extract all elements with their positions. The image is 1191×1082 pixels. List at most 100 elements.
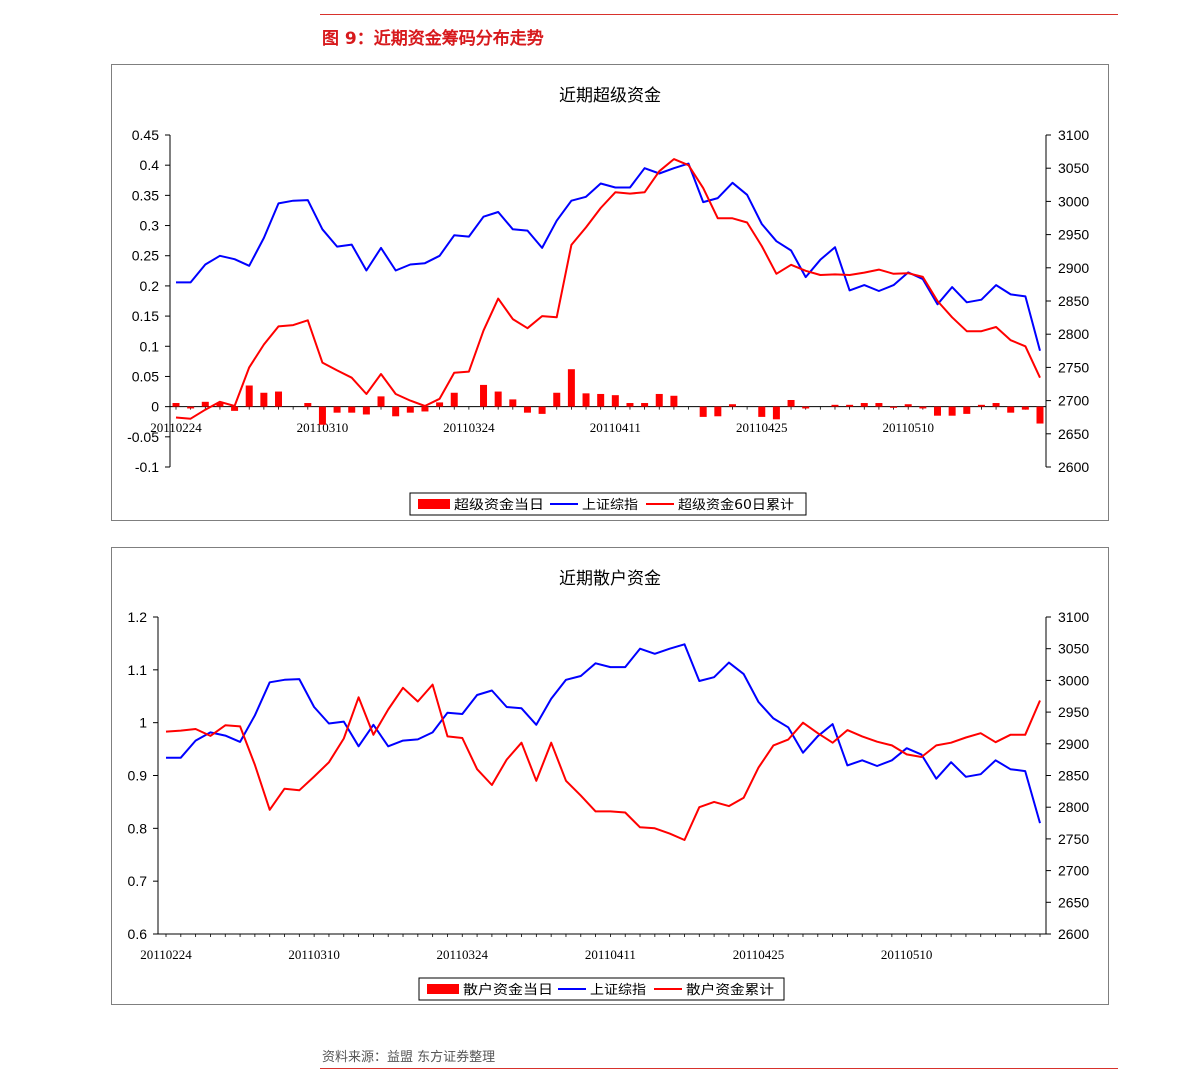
- daily-flow-bar: [450, 392, 458, 407]
- right-tick-label: 2700: [1058, 863, 1089, 879]
- daily-flow-bar: [377, 396, 385, 407]
- right-tick-label: 2600: [1058, 926, 1089, 942]
- daily-flow-bar: [919, 406, 927, 409]
- date-tick-label: 20110324: [437, 947, 489, 962]
- daily-flow-bar: [275, 391, 283, 407]
- legend-label: 散户资金当日: [463, 982, 553, 998]
- legend-box: [418, 977, 785, 1001]
- daily-flow-bar: [699, 406, 707, 417]
- daily-flow-bar: [523, 406, 531, 413]
- legend-label: 散户资金累计: [686, 982, 774, 998]
- daily-flow-bar: [538, 406, 546, 414]
- index-line: [166, 643, 1041, 824]
- daily-flow-bar: [480, 384, 488, 407]
- left-tick-label: 0.9: [128, 768, 148, 784]
- legend-box: [409, 492, 807, 516]
- daily-flow-bar: [509, 399, 517, 407]
- right-tick-label: 3050: [1058, 160, 1089, 176]
- daily-flow-bar: [641, 403, 649, 407]
- daily-flow-bar: [245, 385, 253, 407]
- right-tick-label: 2650: [1058, 426, 1089, 442]
- daily-flow-bar: [875, 403, 883, 407]
- daily-flow-bar: [802, 406, 810, 409]
- date-tick-label: 20110425: [736, 420, 788, 435]
- chart-panel-super-funds: 近期超级资金 -0.1 -0.05 0 0.05 0.1 0.15 0.2 0.25 0.3 0.3…: [111, 64, 1109, 521]
- left-tick-label: 0.1: [140, 338, 160, 354]
- right-tick-label: 2800: [1058, 799, 1089, 815]
- date-tick-label: 20110510: [881, 947, 933, 962]
- daily-flow-bar: [890, 406, 898, 408]
- right-tick-label: 3000: [1058, 193, 1089, 209]
- right-tick-label: 2900: [1058, 260, 1089, 276]
- date-tick-label: 20110425: [733, 947, 785, 962]
- right-tick-label: 3100: [1058, 609, 1089, 625]
- daily-flow-bar: [655, 393, 663, 407]
- left-tick-label: 1.1: [128, 662, 148, 678]
- daily-flow-bar: [772, 406, 780, 420]
- daily-flow-bar: [977, 404, 985, 407]
- daily-flow-bar: [421, 406, 429, 412]
- daily-flow-bar: [304, 403, 312, 407]
- right-tick-label: 3050: [1058, 641, 1089, 657]
- figure-title: 图 9：近期资金筹码分布走势: [322, 29, 544, 49]
- chart-title: 近期散户资金: [559, 569, 661, 589]
- chart-panel-retail-funds: 近期散户资金 0.6 0.7 0.8 0.9 1 1.1 1.2 2600 2650 2700 275…: [111, 547, 1109, 1005]
- daily-flow-bar: [626, 403, 634, 407]
- daily-flow-bar: [1007, 406, 1015, 413]
- date-tick-label: 20110310: [297, 420, 349, 435]
- daily-flow-bar: [860, 403, 868, 407]
- right-tick-label: 3000: [1058, 672, 1089, 688]
- date-tick-label: 20110224: [140, 947, 192, 962]
- daily-flow-bar: [933, 406, 941, 416]
- left-tick-label: 0.4: [140, 157, 160, 173]
- top-red-rule: [320, 14, 1118, 15]
- chart-retail-funds: 近期散户资金 0.6 0.7 0.8 0.9 1 1.1 1.2 2600 2650 2700 275…: [128, 569, 1089, 1001]
- bottom-red-rule: [320, 1068, 1118, 1069]
- legend-label: 超级资金60日累计: [678, 497, 794, 513]
- daily-flow-bar: [348, 406, 356, 413]
- left-tick-label: 0.3: [140, 218, 160, 234]
- left-tick-label: 0.8: [128, 820, 148, 836]
- daily-flow-bar: [1021, 406, 1029, 410]
- daily-flow-bar: [201, 401, 209, 407]
- right-tick-label: 2900: [1058, 736, 1089, 752]
- daily-flow-bar: [948, 406, 956, 416]
- right-tick-label: 2700: [1058, 393, 1089, 409]
- daily-flow-bar: [1036, 406, 1044, 424]
- daily-flow-bar: [362, 406, 370, 415]
- daily-flow-bar: [597, 393, 605, 407]
- daily-flow-bar: [963, 406, 971, 414]
- daily-flow-bar: [714, 406, 722, 417]
- right-tick-label: 2750: [1058, 359, 1089, 375]
- right-tick-label: 3100: [1058, 127, 1089, 143]
- chart-title: 近期超级资金: [559, 86, 661, 106]
- daily-flow-bar: [611, 395, 619, 407]
- left-tick-label: 0.7: [128, 873, 148, 889]
- daily-flow-bar: [333, 406, 341, 413]
- daily-flow-bar: [392, 406, 400, 417]
- source-note: 资料来源：益盟 东方证券整理: [322, 1050, 496, 1065]
- left-tick-label: 0.35: [132, 187, 159, 203]
- left-tick-label: 0.25: [132, 248, 159, 264]
- right-tick-label: 2600: [1058, 459, 1089, 475]
- legend-label: 超级资金当日: [454, 497, 544, 513]
- right-tick-label: 2800: [1058, 326, 1089, 342]
- cumulative-flow-line: [175, 158, 1041, 420]
- daily-flow-bar: [553, 392, 561, 407]
- date-tick-label: 20110324: [443, 420, 495, 435]
- daily-flow-bar: [567, 369, 575, 407]
- date-tick-label: 20110411: [585, 947, 636, 962]
- daily-flow-bar: [260, 392, 268, 407]
- daily-flow-bar: [172, 403, 180, 407]
- daily-flow-bar: [670, 395, 678, 407]
- left-tick-label: 0.6: [128, 926, 148, 942]
- right-tick-label: 2950: [1058, 227, 1089, 243]
- daily-flow-bar: [758, 406, 766, 417]
- daily-flow-bar: [406, 406, 414, 413]
- right-tick-label: 2850: [1058, 768, 1089, 784]
- date-tick-label: 20110224: [150, 420, 202, 435]
- daily-flow-bar: [846, 404, 854, 407]
- daily-flow-bar: [187, 406, 195, 409]
- daily-flow-bar: [494, 391, 502, 407]
- right-tick-label: 2850: [1058, 293, 1089, 309]
